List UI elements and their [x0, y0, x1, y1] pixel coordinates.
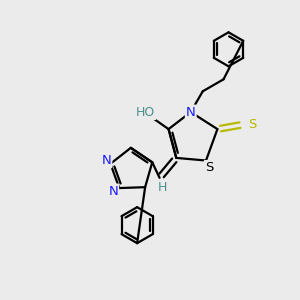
Text: N: N [186, 106, 196, 118]
Text: S: S [248, 118, 256, 131]
Text: N: N [108, 184, 118, 198]
Text: HO: HO [136, 106, 155, 119]
Text: S: S [205, 161, 213, 174]
Text: HO: HO [136, 106, 155, 119]
Text: H: H [158, 181, 167, 194]
Text: N: N [102, 154, 111, 167]
